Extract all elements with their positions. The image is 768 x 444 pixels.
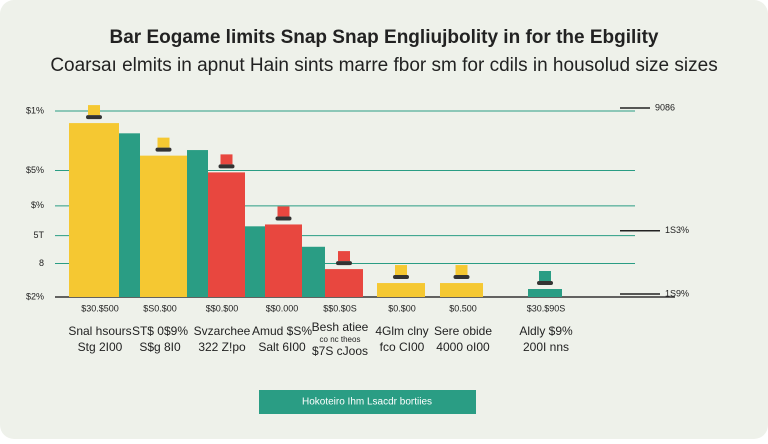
category-label: Stg 2I00 [78, 340, 123, 354]
bar-cap-base [453, 275, 470, 280]
bar [265, 224, 302, 297]
category-label: S$g 8I0 [139, 340, 181, 354]
y-tick-label: $% [31, 200, 44, 210]
category-label: Snal hsours [68, 324, 131, 338]
button-label[interactable]: Hokoteiro Ihm Lsacdr bortiies [302, 397, 432, 408]
category-label: Salt 6I00 [258, 340, 306, 354]
category-label: Besh atiee [312, 320, 369, 334]
bar-cap [455, 265, 468, 276]
bar [528, 289, 562, 297]
x-tick-label: $$0.$0S [323, 303, 357, 313]
category-label: $7S cJoos [312, 344, 368, 358]
category-label: Aldly $9% [519, 324, 573, 338]
bar-cap-base [275, 216, 292, 221]
category-label: fco CI00 [380, 340, 425, 354]
bar-cap-base [155, 147, 172, 152]
bar-cap-base [218, 164, 235, 169]
bar [119, 133, 140, 297]
bar [302, 246, 325, 297]
bar-cap-base [537, 281, 553, 286]
bar [187, 150, 208, 297]
x-tick-label: $$0.000 [266, 303, 299, 313]
x-tick-label: $$0.$00 [206, 303, 239, 313]
x-tick-label: $30.$90S [527, 303, 566, 313]
chart-subtitle: Coarsaı elmits in apnut Hain sints marre… [50, 55, 717, 76]
category-label: 4000 oI00 [436, 340, 490, 354]
y-tick-label: $2% [26, 291, 44, 301]
bar [140, 155, 187, 297]
y-tick-label: $1% [26, 105, 44, 115]
bar-cap [157, 137, 170, 148]
bar-cap [88, 105, 100, 116]
chart-title: Bar Eogame limits Snap Snap Engliujbolit… [110, 27, 659, 48]
annotation-label: 9086 [655, 102, 675, 112]
category-label: Amud $S% [252, 324, 312, 338]
bar [69, 123, 119, 297]
category-label: 4Glm clny [375, 324, 428, 338]
category-label: 322 Z!po [198, 340, 246, 354]
bar-cap-base [336, 261, 352, 266]
bar-cap-base [393, 275, 409, 280]
bar-cap [338, 251, 350, 262]
y-tick-label: $5% [26, 165, 44, 175]
bar [245, 226, 265, 297]
bar-cap [220, 154, 233, 165]
bar-cap-base [86, 115, 102, 120]
x-tick-label: $30.$500 [81, 303, 119, 313]
annotation-label: 1S9% [665, 288, 689, 298]
bar-cap [539, 271, 551, 282]
x-tick-label: $0.$00 [388, 303, 416, 313]
button[interactable] [259, 390, 476, 414]
bar [208, 172, 245, 297]
bar-cap [277, 206, 290, 217]
y-tick-label: 8 [39, 258, 44, 268]
category-label: Sere obide [434, 324, 492, 338]
bar-cap [395, 265, 407, 276]
x-tick-label: $S0.$00 [143, 303, 177, 313]
category-label: 200I nns [523, 340, 569, 354]
annotation-label: 1S3% [665, 225, 689, 235]
bar [325, 269, 363, 297]
category-label: co nc theos [320, 335, 361, 344]
y-tick-label: 5T [33, 230, 44, 240]
x-tick-label: $0.500 [449, 303, 477, 313]
bar [440, 283, 483, 297]
category-label: Svzarchee [194, 324, 251, 338]
category-label: ST$ 0$9% [132, 324, 188, 338]
bar [377, 283, 425, 297]
